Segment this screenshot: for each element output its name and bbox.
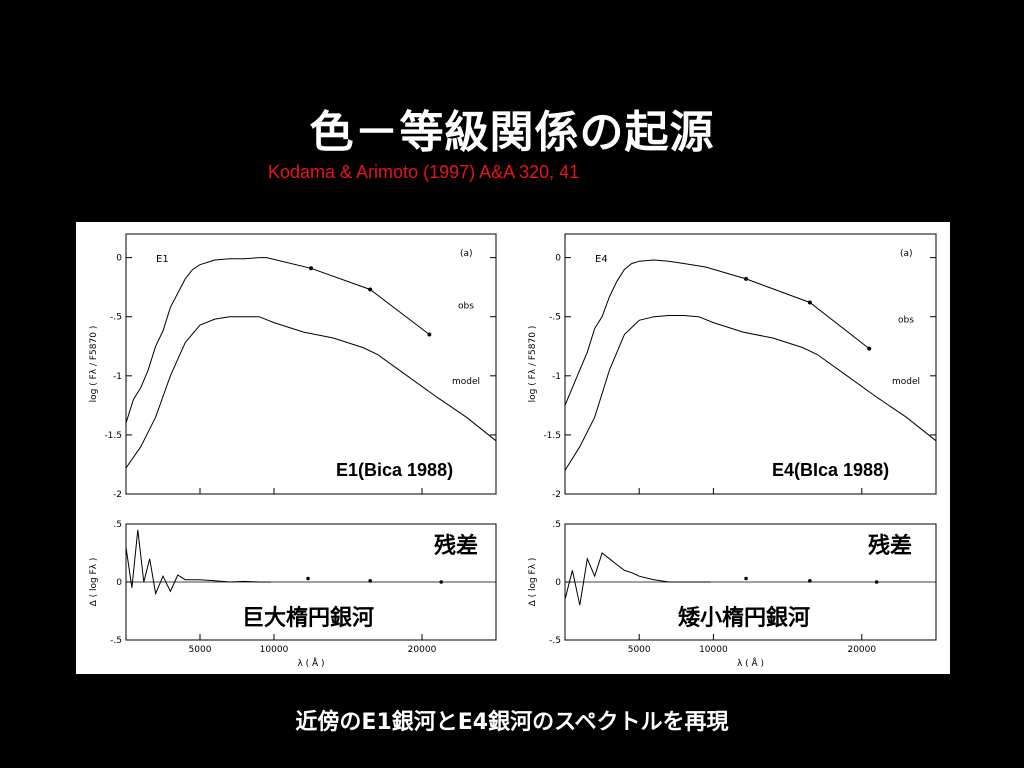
chart-1-res-ylabel: Δ ( log Fλ )	[89, 558, 99, 607]
chart-1-residual-point	[306, 576, 310, 581]
chart-2-ytick-label: -.5	[549, 313, 561, 323]
chart-2-ytick-label: -2	[552, 490, 561, 500]
chart-2-residual-point	[808, 579, 812, 583]
chart-1-xlabel: λ ( Å )	[297, 657, 324, 669]
chart-2-series-model	[564, 315, 937, 471]
spectrum-figure: 0 -.5 -1 -1.5 -2.5 0 -.5 5000 10000 20000 log ( Fλ…	[76, 222, 950, 674]
chart-2-series-label-model: model	[892, 377, 920, 387]
reference-citation: Kodama & Arimoto (1997) A&A 320, 41	[268, 162, 580, 182]
chart-1-xtick-label: 5000	[189, 645, 212, 655]
chart-1-res-ytick-label: .5	[113, 520, 122, 530]
chart-1-res-ytick-label: -.5	[110, 636, 122, 646]
e1-galaxy-type-label: 巨大楕円銀河	[242, 606, 375, 631]
chart-1-xtick-label: 10000	[260, 645, 289, 655]
chart-2-res-ytick-label: .5	[552, 520, 561, 530]
chart-1-obs-point	[309, 266, 313, 271]
chart-1-ylabel: log ( Fλ / F5870 )	[89, 326, 99, 403]
e4-galaxy-type-label: 矮小楕円銀河	[678, 606, 811, 631]
chart-1-series-model	[125, 316, 497, 469]
chart-1-residual-point	[368, 579, 373, 583]
chart-1-ytick-label: 0	[116, 254, 122, 264]
chart-2-xtick-label: 10000	[699, 645, 728, 655]
chart-2-obs-point	[867, 346, 872, 351]
chart-1-series-obs	[125, 257, 430, 424]
chart-2-xtick-label: 5000	[628, 645, 651, 655]
chart-1-ytick-label: -2	[113, 490, 122, 500]
chart-1-ytick-label: -1	[113, 372, 122, 382]
chart-2-series-obs	[564, 259, 870, 406]
chart-2-ytick-label: -1.5	[543, 431, 561, 441]
e4-residual-label: 残差	[868, 534, 913, 559]
chart-2-res-ytick-label: 0	[555, 578, 561, 588]
chart-2-ytick-label: 0	[555, 254, 561, 264]
e1-residual-label: 残差	[434, 534, 479, 559]
chart-2-residual-point	[874, 580, 879, 584]
slide-caption: 近傍のE1銀河とE4銀河のスペクトルを再現	[295, 710, 729, 735]
chart-2-corner-label: (a)	[900, 249, 913, 259]
chart-2-residual-line	[564, 552, 711, 606]
chart-2-series-label-obs: obs	[898, 316, 914, 326]
chart-2-ytick-label: -1	[552, 372, 561, 382]
chart-1-residual-line	[125, 529, 271, 596]
chart-2-obs-point	[744, 276, 749, 281]
chart-1-ytick-label: -.5	[110, 313, 122, 323]
chart-1-obs-point	[427, 332, 432, 337]
chart-1-obs-point	[368, 287, 373, 292]
chart-1-residual-point	[439, 580, 444, 584]
chart-2-residual-point	[744, 576, 748, 581]
chart-1-main-frame	[125, 233, 497, 495]
chart-1-xtick-label: 20000	[408, 645, 437, 655]
chart-1-ytick-label: -1.5	[104, 431, 122, 441]
chart-2-obs-point	[807, 300, 812, 305]
chart-1-res-ytick-label: 0	[116, 578, 122, 588]
chart-2-xlabel: λ ( Å )	[737, 657, 764, 669]
chart-1-series-label-model: model	[452, 377, 480, 387]
slide-title: 色－等級関係の起源	[309, 107, 715, 158]
e4-reference-label: E4(BIca 1988)	[772, 460, 890, 480]
e1-reference-label: E1(Bica 1988)	[336, 460, 454, 480]
chart-1-corner-label: (a)	[460, 249, 473, 259]
chart-2-res-ytick-label: -.5	[549, 636, 561, 646]
chart-2-res-ylabel: Δ ( log Fλ )	[528, 558, 538, 607]
chart-1-series-label-obs: obs	[458, 301, 474, 311]
chart-2-main-frame	[564, 233, 937, 495]
chart-2-panel-label: E4	[595, 254, 608, 265]
chart-1-panel-label: E1	[156, 254, 169, 265]
chart-2-ylabel: log ( Fλ / F5870 )	[528, 326, 538, 403]
chart-2-xtick-label: 20000	[847, 645, 876, 655]
